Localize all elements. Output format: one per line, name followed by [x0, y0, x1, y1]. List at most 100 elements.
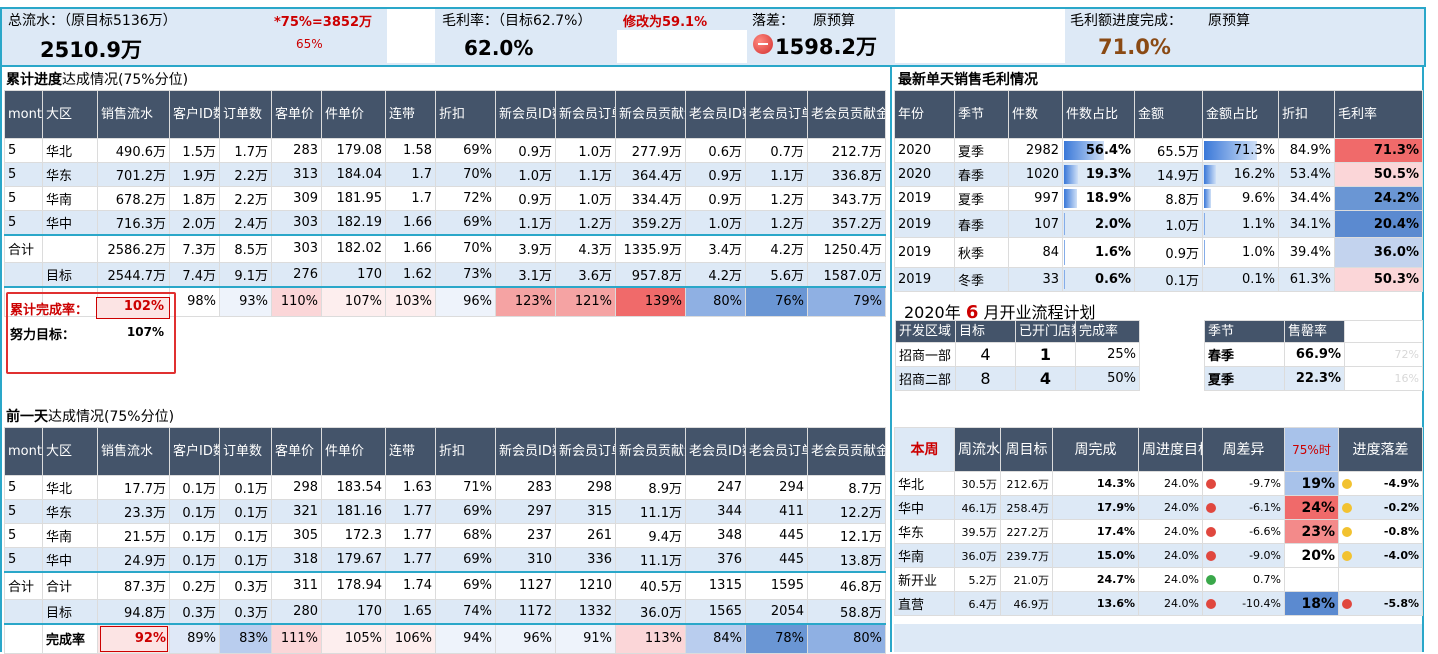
weekly-done: 17.4%: [1052, 519, 1139, 544]
weekly-gap-text: -0.8%: [1383, 525, 1419, 538]
weekly-bottom-band: [894, 624, 1422, 652]
weekly-done: 15.0%: [1052, 543, 1139, 568]
prev-cell: 318: [271, 547, 322, 572]
season-col-header: 季节: [1204, 320, 1285, 343]
weekly-diff-text: -10.4%: [1242, 597, 1281, 610]
weekly-name: 直营: [894, 591, 955, 616]
weekly-prog: 24.0%: [1138, 567, 1203, 592]
daily-qty: 84: [1008, 237, 1063, 268]
cum-cell: 701.2万: [97, 162, 170, 187]
prev-col-header: 件单价: [321, 427, 386, 476]
daily-col-header: 金额占比: [1202, 90, 1279, 139]
prev-col-header: 大区: [42, 427, 98, 476]
daily-amt-pct: 9.6%: [1202, 186, 1279, 211]
prev-cell: 8.9万: [615, 475, 686, 500]
amt-pct-bar: [1204, 240, 1205, 265]
table-row: 2020 夏季 2982 56.4% 65.5万 71.3% 84.9% 71.3%: [894, 138, 1423, 163]
table-row: 2019 春季 107 2.0% 1.0万 1.1% 34.1% 20.4%: [894, 210, 1423, 238]
weekly-t75: [1284, 567, 1339, 592]
cum-cell: 1.2万: [745, 186, 808, 211]
prev-total-cell: 1315: [685, 570, 746, 600]
prev-target-cell: 1565: [685, 599, 746, 624]
cum-target-cell: 3.6万: [555, 262, 616, 287]
cum-cell: 364.4万: [615, 162, 686, 187]
season-header-blank: [1344, 320, 1423, 343]
cum-cell: 0.9万: [685, 162, 746, 187]
daily-gm: 20.4%: [1334, 210, 1423, 238]
prev-cell: 261: [555, 523, 616, 548]
prev-col-header: 订单数: [219, 427, 272, 476]
cum-rate-value: 102%: [123, 299, 164, 314]
plan-region: 招商一部: [895, 342, 956, 367]
daily-season: 夏季: [954, 138, 1009, 163]
daily-year: 2019: [894, 267, 955, 292]
cum-cell: 5: [4, 162, 43, 187]
prev-cell: 华中: [42, 547, 98, 572]
prev-total-cell: 46.8万: [807, 570, 886, 600]
weekly-flow: 36.0万: [954, 543, 1001, 568]
prev-cell: 12.1万: [807, 523, 886, 548]
cum-target-cell: 276: [271, 262, 322, 287]
prev-cell: 315: [555, 499, 616, 524]
daily-season: 夏季: [954, 186, 1009, 211]
cum-rate-value-box: [96, 297, 170, 319]
prev-cell: 8.7万: [807, 475, 886, 500]
prev-col-header: month: [4, 427, 43, 476]
cum-cell: 1.0万: [555, 186, 616, 211]
daily-season: 春季: [954, 162, 1009, 187]
cum-cell: 0.9万: [495, 186, 556, 211]
prev-title-bold: 前一天: [6, 409, 48, 425]
daily-col-header: 毛利率: [1334, 90, 1423, 139]
table-row: 华中 46.1万 258.4万 17.9% 24.0% -6.1% 24% -0.2%: [894, 495, 1423, 520]
cum-cell: 华东: [42, 162, 98, 187]
cum-col-header: 折扣: [435, 90, 496, 139]
weekly-gap: -0.2%: [1338, 495, 1423, 520]
plan-target: 4: [955, 342, 1016, 367]
cum-col-header: 老会员订单数: [745, 90, 808, 139]
weekly-diff: -9.7%: [1202, 471, 1285, 496]
status-dot-icon: [1206, 527, 1216, 537]
cum-rate-cell: 110%: [271, 285, 322, 317]
prev-total-cell: 1595: [745, 570, 808, 600]
cum-cell: 1.66: [385, 210, 436, 235]
cum-cell: 359.2万: [615, 210, 686, 235]
daily-amt-pct: 16.2%: [1202, 162, 1279, 187]
cum-total-cell: 303: [271, 233, 322, 263]
amt-pct-bar: [1204, 189, 1212, 208]
cum-cell: 716.3万: [97, 210, 170, 235]
cum-cell: 5: [4, 138, 43, 163]
daily-amt: 8.8万: [1134, 186, 1203, 211]
daily-gm: 71.3%: [1334, 138, 1423, 163]
cum-cell: 1.5万: [169, 138, 220, 163]
cum-target-cell: 7.4万: [169, 262, 220, 287]
cum-col-header: 连带: [385, 90, 436, 139]
status-dot-icon: [1206, 503, 1216, 513]
prev-cell: 17.7万: [97, 475, 170, 500]
daily-qty: 997: [1008, 186, 1063, 211]
daily-gm: 50.5%: [1334, 162, 1423, 187]
weekly-prog: 24.0%: [1138, 495, 1203, 520]
cum-cell: 华中: [42, 210, 98, 235]
cum-rate-cell: 139%: [615, 285, 686, 317]
plan-col-header: 目标: [955, 320, 1016, 343]
cum-cell: 5: [4, 186, 43, 211]
daily-amt: 14.9万: [1134, 162, 1203, 187]
total-flow-label: 总流水：（原目标5136万）: [8, 13, 177, 29]
plan-col-header: 完成率: [1075, 320, 1140, 343]
status-dot-icon: [1342, 599, 1352, 609]
cum-cell: 490.6万: [97, 138, 170, 163]
prev-title: 前一天达成情况(75%分位): [6, 406, 174, 426]
qty-pct-bar: [1064, 141, 1105, 160]
prev-cell: 24.9万: [97, 547, 170, 572]
cum-cell: 181.95: [321, 186, 386, 211]
daily-qty: 33: [1008, 267, 1063, 292]
cum-total-cell: 7.3万: [169, 233, 220, 263]
cum-section-frame: [0, 66, 892, 406]
cum-header-row: month大区销售流水客户ID数订单数客单价件单价连带折扣新会员ID数新会员订单…: [4, 90, 886, 139]
prev-cell: 294: [745, 475, 808, 500]
prev-total-cell: 0.2万: [169, 570, 220, 600]
weekly-name: 华中: [894, 495, 955, 520]
prev-total-cell: 1.74: [385, 570, 436, 600]
cum-target-cell: 170: [321, 262, 386, 287]
prev-rate-value: 92%: [97, 622, 170, 654]
